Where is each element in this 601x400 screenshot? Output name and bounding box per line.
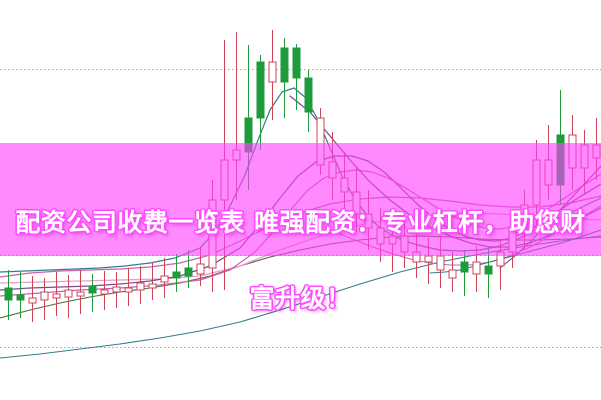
- candle-body: [364, 213, 373, 229]
- candle-38: [460, 250, 469, 296]
- candle-body: [160, 275, 169, 283]
- candle-26: [316, 108, 325, 175]
- candle-1: [16, 272, 25, 318]
- candle-body: [28, 297, 37, 304]
- candle-3: [40, 278, 49, 320]
- candle-body: [52, 293, 61, 299]
- candle-14: [172, 254, 181, 292]
- candle-body: [100, 289, 109, 295]
- candle-body: [508, 227, 517, 253]
- candle-body: [112, 286, 121, 293]
- candle-body: [316, 117, 325, 166]
- candle-body: [208, 199, 217, 269]
- candle-24: [292, 44, 301, 110]
- candle-body: [580, 144, 589, 169]
- candle-body: [244, 117, 253, 153]
- candle-body: [136, 282, 145, 291]
- candle-body: [40, 291, 49, 301]
- candle-25: [304, 70, 313, 132]
- candle-13: [160, 258, 169, 298]
- candle-10: [124, 268, 133, 306]
- candle-body: [88, 285, 97, 294]
- candle-body: [232, 149, 241, 161]
- candle-body: [220, 159, 229, 201]
- candle-22: [268, 30, 277, 120]
- candle-body: [16, 294, 25, 301]
- candle-body: [556, 134, 565, 186]
- candle-body: [124, 287, 133, 293]
- candle-23: [280, 38, 289, 118]
- candle-body: [256, 61, 265, 119]
- candle-body: [544, 159, 553, 186]
- candle-40: [484, 248, 493, 298]
- candle-body: [184, 267, 193, 277]
- candle-body: [436, 255, 445, 271]
- candle-body: [568, 134, 577, 169]
- candle-body: [268, 61, 277, 83]
- candle-body: [472, 261, 481, 275]
- candle-body: [304, 77, 313, 113]
- candle-8: [100, 271, 109, 310]
- candle-37: [448, 252, 457, 292]
- candle-0: [4, 270, 13, 320]
- candle-body: [460, 261, 469, 273]
- candle-body: [340, 177, 349, 193]
- candle-body: [172, 271, 181, 279]
- candle-body: [532, 159, 541, 206]
- candle-body: [292, 47, 301, 79]
- candle-body: [484, 265, 493, 275]
- candle-6: [76, 270, 85, 314]
- candle-9: [112, 272, 121, 308]
- candle-body: [412, 251, 421, 263]
- candle-4: [52, 272, 61, 316]
- candle-body: [328, 161, 337, 179]
- candle-15: [184, 250, 193, 288]
- candle-11: [136, 266, 145, 304]
- candle-body: [520, 204, 529, 229]
- candle-body: [4, 287, 13, 301]
- candle-21: [256, 55, 265, 150]
- candle-7: [88, 274, 97, 312]
- candle-body: [352, 191, 361, 215]
- candle-body: [496, 251, 505, 267]
- candle-body: [148, 283, 157, 289]
- candle-body: [76, 291, 85, 297]
- candle-12: [148, 262, 157, 300]
- candle-body: [424, 255, 433, 263]
- candle-body: [448, 269, 457, 279]
- candle-2: [28, 276, 37, 322]
- candle-body: [400, 235, 409, 253]
- candle-body: [196, 263, 205, 275]
- candle-body: [64, 289, 73, 298]
- candle-body: [388, 235, 397, 245]
- candle-body: [592, 144, 601, 159]
- candle-5: [64, 275, 73, 318]
- candle-body: [280, 47, 289, 83]
- candle-body: [376, 227, 385, 245]
